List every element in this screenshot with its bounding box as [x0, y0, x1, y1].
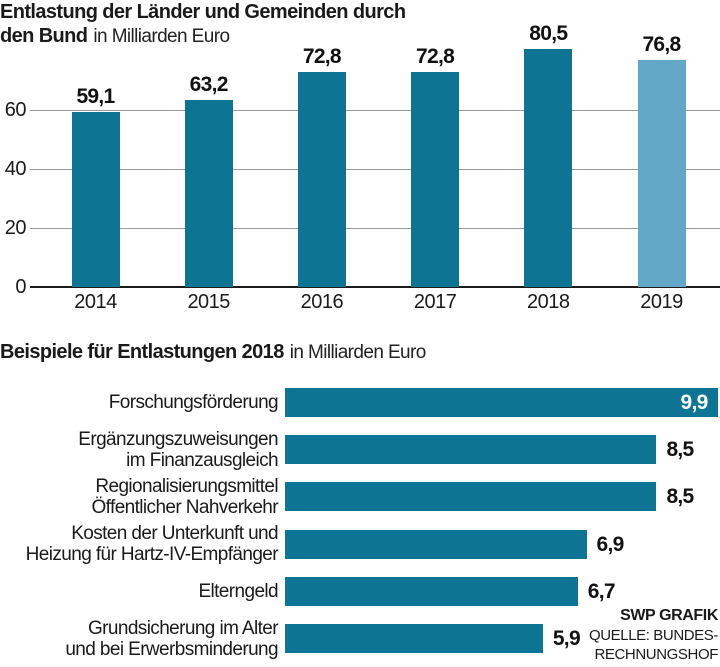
hbar-row-3 [285, 529, 587, 559]
credit-block: SWP GRAFIK QUELLE: BUNDES- RECHNUNGSHOF [589, 606, 718, 664]
hbar-row-2 [285, 482, 657, 512]
hbar-category-label-0: Forschungsförderung [0, 392, 279, 413]
hbar-value-label-2: 8,5 [666, 485, 694, 509]
hbar-row-1 [285, 435, 657, 465]
hbar-category-line: Regionalisierungsmittel [95, 475, 278, 497]
x-axis-line [30, 286, 720, 288]
bar-value-label-2019: 76,8 [642, 32, 681, 56]
top-title-line1: Entlastung der Länder und Gemeinden durc… [0, 1, 406, 23]
y-tick-label-60: 60 [4, 98, 27, 121]
hbar-value-label-1: 8,5 [666, 438, 694, 462]
hbar-category-line: Öffentlicher Nahverkehr [91, 496, 279, 518]
bottom-title-unit: in Milliarden Euro [289, 342, 427, 363]
source-line-1: QUELLE: BUNDES- [588, 627, 718, 644]
hbar-category-line: und bei Erwerbsminderung [65, 638, 278, 660]
hbar-category-line: Forschungsförderung [108, 392, 279, 413]
grid-line [30, 227, 720, 229]
x-tick-label-2019: 2019 [640, 291, 683, 313]
bar-value-label-2017: 72,8 [416, 44, 455, 68]
hbar-value-label-5: 5,9 [552, 627, 581, 650]
grid-line [30, 168, 720, 170]
hbar-category-line: im Finanzausgleich [126, 449, 278, 471]
top-title-line2: den Bund [0, 25, 88, 47]
hbar-category-line: Ergänzungszuweisungen [78, 428, 278, 450]
y-tick-label-20: 20 [4, 216, 27, 239]
grid-line [30, 109, 720, 111]
hbar-row-4 [285, 576, 578, 606]
hbar-category-label-3: Kosten der Unterkunft und Heizung für Har… [0, 523, 279, 566]
bar-2014 [71, 112, 120, 287]
hbar-category-label-2: Regionalisierungsmittel Öffentlicher Nahv… [0, 475, 279, 518]
hbar-category-line: Kosten der Unterkunft und [71, 523, 278, 545]
source-line-2: RECHNUNGSHOF [594, 646, 718, 663]
x-tick-label-2016: 2016 [300, 291, 344, 313]
y-tick-label-0: 0 [15, 276, 26, 298]
bar-2015 [184, 100, 233, 287]
bar-2019 [637, 59, 686, 287]
hbar-category-line: Heizung für Hartz-IV-Empfänger [25, 544, 279, 566]
top-chart-title: Entlastung der Länder und Gemeinden durc… [0, 1, 406, 49]
hbar-value-label-4: 6,7 [587, 579, 616, 603]
bar-value-label-2015: 63,2 [189, 73, 229, 97]
bottom-title-bold: Beispiele für Entlastungen 2018 [0, 341, 284, 363]
bar-value-label-2018: 80,5 [529, 21, 568, 45]
x-tick-label-2018: 2018 [527, 291, 570, 313]
hbar-category-line: Elterngeld [198, 580, 278, 602]
bottom-chart-title: Beispiele für Entlastungen 2018 in Millia… [0, 341, 426, 364]
x-tick-label-2014: 2014 [74, 291, 117, 313]
hbar-category-label-1: Ergänzungszuweisungen im Finanzausgleich [0, 429, 278, 471]
bar-value-label-2014: 59,1 [76, 85, 115, 109]
bar-2016 [297, 71, 346, 287]
bar-2018 [524, 48, 573, 287]
x-tick-label-2017: 2017 [413, 291, 457, 313]
bar-2017 [411, 71, 460, 287]
y-tick-label-40: 40 [4, 157, 27, 180]
hbar-category-label-5: Grundsicherung im Alter und bei Erwerbsmi… [0, 618, 278, 660]
hbar-row-0 [285, 388, 718, 417]
bar-value-label-2016: 72,8 [302, 44, 342, 68]
x-tick-label-2015: 2015 [187, 291, 230, 313]
hbar-value-label-3: 6,9 [596, 532, 625, 556]
hbar-category-label-4: Elterngeld [0, 581, 278, 602]
hbar-row-5 [285, 624, 543, 653]
hbar-category-line: Grundsicherung im Alter [87, 617, 279, 639]
hbar-value-label-0: 9,9 [680, 391, 709, 414]
grafik-credit: SWP GRAFIK [620, 607, 718, 624]
top-title-unit: in Milliarden Euro [93, 26, 230, 47]
